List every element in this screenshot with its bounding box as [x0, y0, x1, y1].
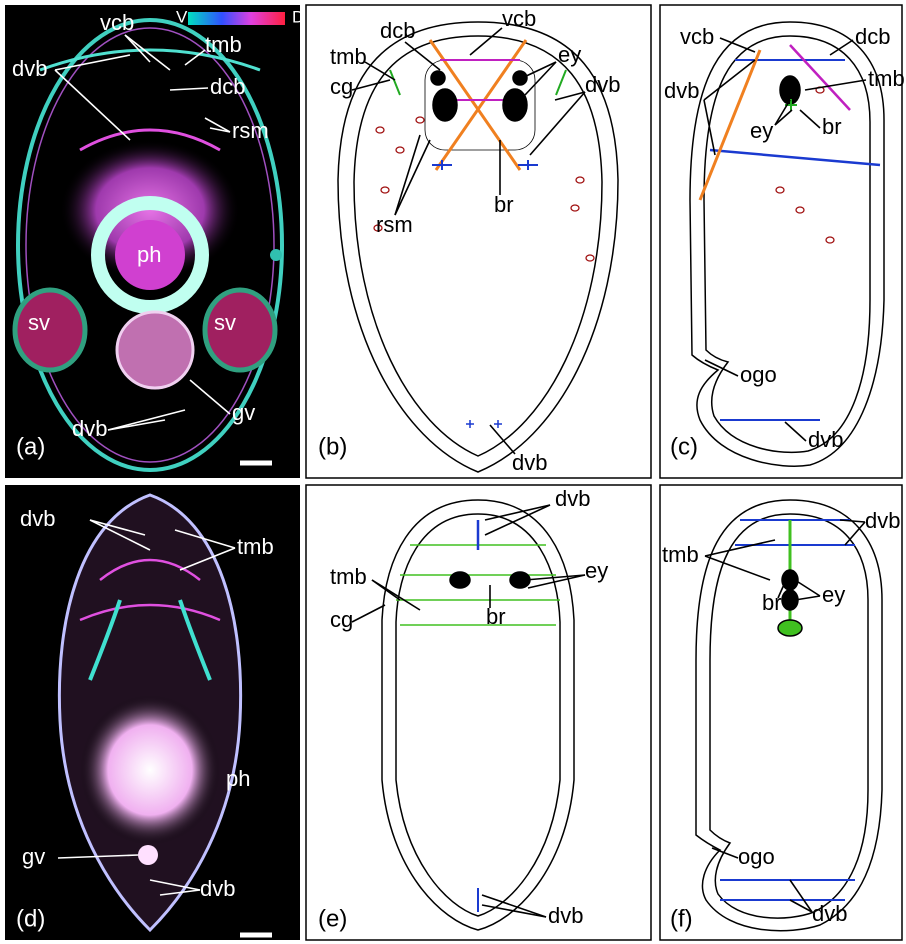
structure-label: ey: [558, 42, 581, 67]
structure-label: tmb: [868, 66, 905, 91]
panel-letter: (a): [16, 433, 45, 460]
panel-letter: (b): [318, 433, 347, 460]
structure-label: dvb: [808, 427, 843, 452]
structure-label: tmb: [662, 542, 699, 567]
structure-label: ogo: [740, 362, 777, 387]
structure-label: dvb: [664, 78, 699, 103]
structure-label: rsm: [232, 118, 269, 143]
structure-label: sv: [28, 310, 50, 335]
figure: vcb tmb dvb dcb rsm ph sv sv dvb gv (a) V Ddcb vcb tmb…: [0, 0, 906, 944]
structure-label: dvb: [20, 506, 55, 531]
structure-label: dcb: [855, 24, 890, 49]
structure-label: dvb: [865, 508, 900, 533]
structure-label: dvb: [585, 72, 620, 97]
structure-label: rsm: [376, 212, 413, 237]
colorbar-label: V: [176, 7, 188, 26]
structure-label: br: [762, 590, 782, 615]
structure-label: ogo: [738, 844, 775, 869]
structure-label: ph: [226, 766, 250, 791]
structure-label: dvb: [548, 903, 583, 928]
panel-letter: (d): [16, 905, 45, 932]
structure-label: ey: [822, 582, 845, 607]
structure-label: dvb: [555, 486, 590, 511]
panel-e: [306, 485, 651, 940]
panel-letter: (f): [670, 905, 693, 932]
structure-label: dvb: [200, 876, 235, 901]
structure-label: gv: [232, 400, 255, 425]
structure-label: br: [494, 192, 514, 217]
structure-label: tmb: [237, 534, 274, 559]
structure-label: vcb: [502, 6, 536, 31]
colorbar-label: D: [292, 7, 304, 26]
panel-letter: (c): [670, 433, 698, 460]
structure-label: gv: [22, 844, 45, 869]
structure-label: cg: [330, 607, 353, 632]
structure-label: ph: [137, 242, 161, 267]
structure-label: vcb: [680, 24, 714, 49]
structure-label: ey: [750, 118, 773, 143]
structure-label: dcb: [380, 18, 415, 43]
structure-label: dcb: [210, 74, 245, 99]
structure-label: br: [486, 604, 506, 629]
structure-label: dvb: [72, 416, 107, 441]
structure-label: br: [822, 114, 842, 139]
structure-label: dvb: [12, 56, 47, 81]
structure-label: tmb: [205, 32, 242, 57]
structure-label: dvb: [512, 450, 547, 475]
panel-letter: (e): [318, 905, 347, 932]
structure-label: ey: [585, 558, 608, 583]
structure-label: dvb: [812, 901, 847, 926]
structure-label: vcb: [100, 10, 134, 35]
structure-label: tmb: [330, 564, 367, 589]
structure-label: cg: [330, 74, 353, 99]
structure-label: tmb: [330, 44, 367, 69]
structure-label: sv: [214, 310, 236, 335]
